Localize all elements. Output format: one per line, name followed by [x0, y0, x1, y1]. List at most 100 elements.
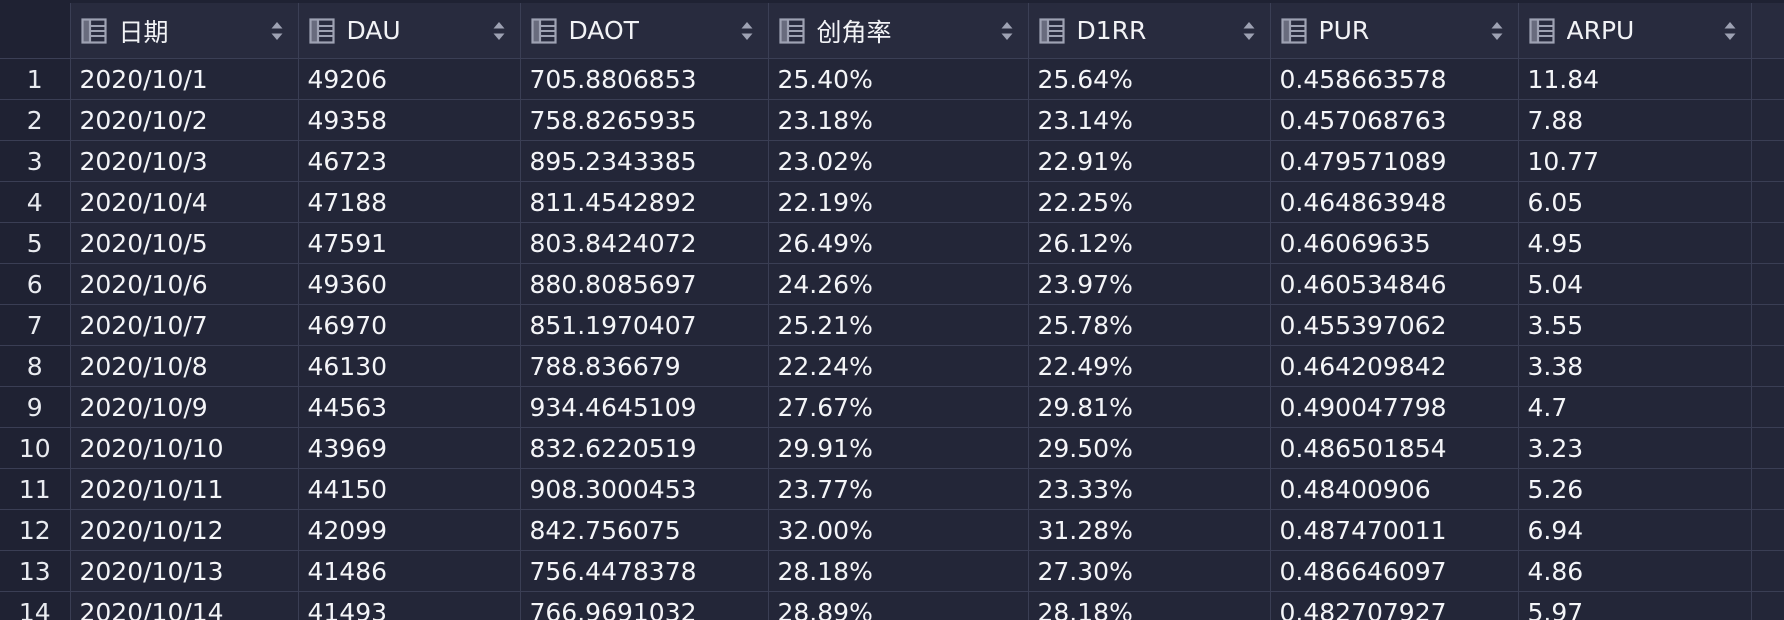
cell-arpu[interactable]: 6.05 [1518, 181, 1752, 223]
cell-rate[interactable]: 26.49% [768, 222, 1029, 264]
cell-daot[interactable]: 934.4645109 [520, 386, 769, 428]
cell-daot[interactable]: 880.8085697 [520, 263, 769, 305]
cell-pur[interactable]: 0.486501854 [1270, 427, 1519, 469]
cell-pur[interactable]: 0.487470011 [1270, 509, 1519, 551]
cell-dau[interactable]: 49358 [298, 99, 521, 141]
column-header-pur[interactable]: PUR [1270, 0, 1519, 59]
cell-pur[interactable]: 0.482707927 [1270, 591, 1519, 620]
cell-arpu[interactable]: 4.7 [1518, 386, 1752, 428]
cell-dau[interactable]: 41486 [298, 550, 521, 592]
cell-date[interactable]: 2020/10/12 [70, 509, 299, 551]
cell-dau[interactable]: 49360 [298, 263, 521, 305]
sort-arrows-icon[interactable] [270, 19, 284, 43]
cell-d1rr[interactable]: 22.91% [1028, 140, 1271, 182]
cell-arpu[interactable]: 5.26 [1518, 468, 1752, 510]
cell-daot[interactable]: 766.9691032 [520, 591, 769, 620]
table-row[interactable]: 2 2020/10/2 49358 758.8265935 23.18% 23.14% 0.… [0, 99, 1784, 141]
cell-date[interactable]: 2020/10/8 [70, 345, 299, 387]
cell-dau[interactable]: 47188 [298, 181, 521, 223]
cell-dau[interactable]: 41493 [298, 591, 521, 620]
cell-pur[interactable]: 0.464863948 [1270, 181, 1519, 223]
cell-date[interactable]: 2020/10/10 [70, 427, 299, 469]
cell-d1rr[interactable]: 29.81% [1028, 386, 1271, 428]
cell-date[interactable]: 2020/10/14 [70, 591, 299, 620]
cell-daot[interactable]: 832.6220519 [520, 427, 769, 469]
cell-arpu[interactable]: 5.04 [1518, 263, 1752, 305]
cell-date[interactable]: 2020/10/3 [70, 140, 299, 182]
table-row[interactable]: 1 2020/10/1 49206 705.8806853 25.40% 25.64% 0.… [0, 58, 1784, 100]
cell-d1rr[interactable]: 29.50% [1028, 427, 1271, 469]
sort-arrows-icon[interactable] [740, 19, 754, 43]
cell-d1rr[interactable]: 23.33% [1028, 468, 1271, 510]
cell-rate[interactable]: 27.67% [768, 386, 1029, 428]
cell-d1rr[interactable]: 22.25% [1028, 181, 1271, 223]
cell-arpu[interactable]: 3.23 [1518, 427, 1752, 469]
cell-rate[interactable]: 23.02% [768, 140, 1029, 182]
table-row[interactable]: 3 2020/10/3 46723 895.2343385 23.02% 22.91% 0.… [0, 140, 1784, 182]
cell-rate[interactable]: 24.26% [768, 263, 1029, 305]
cell-daot[interactable]: 851.1970407 [520, 304, 769, 346]
cell-pur[interactable]: 0.464209842 [1270, 345, 1519, 387]
cell-date[interactable]: 2020/10/11 [70, 468, 299, 510]
cell-daot[interactable]: 803.8424072 [520, 222, 769, 264]
cell-rate[interactable]: 23.18% [768, 99, 1029, 141]
table-row[interactable]: 10 2020/10/10 43969 832.6220519 29.91% 29.50%… [0, 427, 1784, 469]
cell-d1rr[interactable]: 31.28% [1028, 509, 1271, 551]
cell-arpu[interactable]: 4.95 [1518, 222, 1752, 264]
cell-dau[interactable]: 46970 [298, 304, 521, 346]
cell-date[interactable]: 2020/10/7 [70, 304, 299, 346]
cell-rate[interactable]: 28.18% [768, 550, 1029, 592]
cell-arpu[interactable]: 4.86 [1518, 550, 1752, 592]
cell-arpu[interactable]: 3.55 [1518, 304, 1752, 346]
cell-date[interactable]: 2020/10/4 [70, 181, 299, 223]
cell-d1rr[interactable]: 23.97% [1028, 263, 1271, 305]
column-header-date[interactable]: 日期 [70, 0, 299, 59]
column-header-dau[interactable]: DAU [298, 0, 521, 59]
cell-pur[interactable]: 0.479571089 [1270, 140, 1519, 182]
table-row[interactable]: 14 2020/10/14 41493 766.9691032 28.89% 28.18%… [0, 591, 1784, 620]
table-row[interactable]: 8 2020/10/8 46130 788.836679 22.24% 22.49% 0.4… [0, 345, 1784, 387]
table-row[interactable]: 13 2020/10/13 41486 756.4478378 28.18% 27.30%… [0, 550, 1784, 592]
cell-pur[interactable]: 0.457068763 [1270, 99, 1519, 141]
cell-date[interactable]: 2020/10/9 [70, 386, 299, 428]
cell-daot[interactable]: 788.836679 [520, 345, 769, 387]
cell-date[interactable]: 2020/10/5 [70, 222, 299, 264]
cell-rate[interactable]: 25.40% [768, 58, 1029, 100]
sort-arrows-icon[interactable] [1000, 19, 1014, 43]
sort-arrows-icon[interactable] [1723, 19, 1737, 43]
cell-arpu[interactable]: 3.38 [1518, 345, 1752, 387]
table-row[interactable]: 9 2020/10/9 44563 934.4645109 27.67% 29.81% 0.… [0, 386, 1784, 428]
cell-pur[interactable]: 0.46069635 [1270, 222, 1519, 264]
cell-rate[interactable]: 22.24% [768, 345, 1029, 387]
cell-arpu[interactable]: 5.97 [1518, 591, 1752, 620]
cell-dau[interactable]: 49206 [298, 58, 521, 100]
cell-dau[interactable]: 42099 [298, 509, 521, 551]
cell-pur[interactable]: 0.458663578 [1270, 58, 1519, 100]
cell-pur[interactable]: 0.460534846 [1270, 263, 1519, 305]
cell-daot[interactable]: 908.3000453 [520, 468, 769, 510]
cell-pur[interactable]: 0.486646097 [1270, 550, 1519, 592]
cell-pur[interactable]: 0.490047798 [1270, 386, 1519, 428]
cell-rate[interactable]: 28.89% [768, 591, 1029, 620]
cell-pur[interactable]: 0.455397062 [1270, 304, 1519, 346]
cell-arpu[interactable]: 6.94 [1518, 509, 1752, 551]
cell-d1rr[interactable]: 23.14% [1028, 99, 1271, 141]
cell-d1rr[interactable]: 27.30% [1028, 550, 1271, 592]
cell-arpu[interactable]: 10.77 [1518, 140, 1752, 182]
table-row[interactable]: 4 2020/10/4 47188 811.4542892 22.19% 22.25% 0.… [0, 181, 1784, 223]
cell-d1rr[interactable]: 25.78% [1028, 304, 1271, 346]
sort-arrows-icon[interactable] [1490, 19, 1504, 43]
cell-date[interactable]: 2020/10/6 [70, 263, 299, 305]
table-row[interactable]: 6 2020/10/6 49360 880.8085697 24.26% 23.97% 0.… [0, 263, 1784, 305]
cell-rate[interactable]: 22.19% [768, 181, 1029, 223]
cell-dau[interactable]: 44563 [298, 386, 521, 428]
cell-d1rr[interactable]: 25.64% [1028, 58, 1271, 100]
cell-date[interactable]: 2020/10/1 [70, 58, 299, 100]
table-row[interactable]: 12 2020/10/12 42099 842.756075 32.00% 31.28% 0… [0, 509, 1784, 551]
cell-daot[interactable]: 842.756075 [520, 509, 769, 551]
cell-dau[interactable]: 47591 [298, 222, 521, 264]
cell-pur[interactable]: 0.48400906 [1270, 468, 1519, 510]
column-header-daot[interactable]: DAOT [520, 0, 769, 59]
cell-d1rr[interactable]: 22.49% [1028, 345, 1271, 387]
cell-d1rr[interactable]: 26.12% [1028, 222, 1271, 264]
